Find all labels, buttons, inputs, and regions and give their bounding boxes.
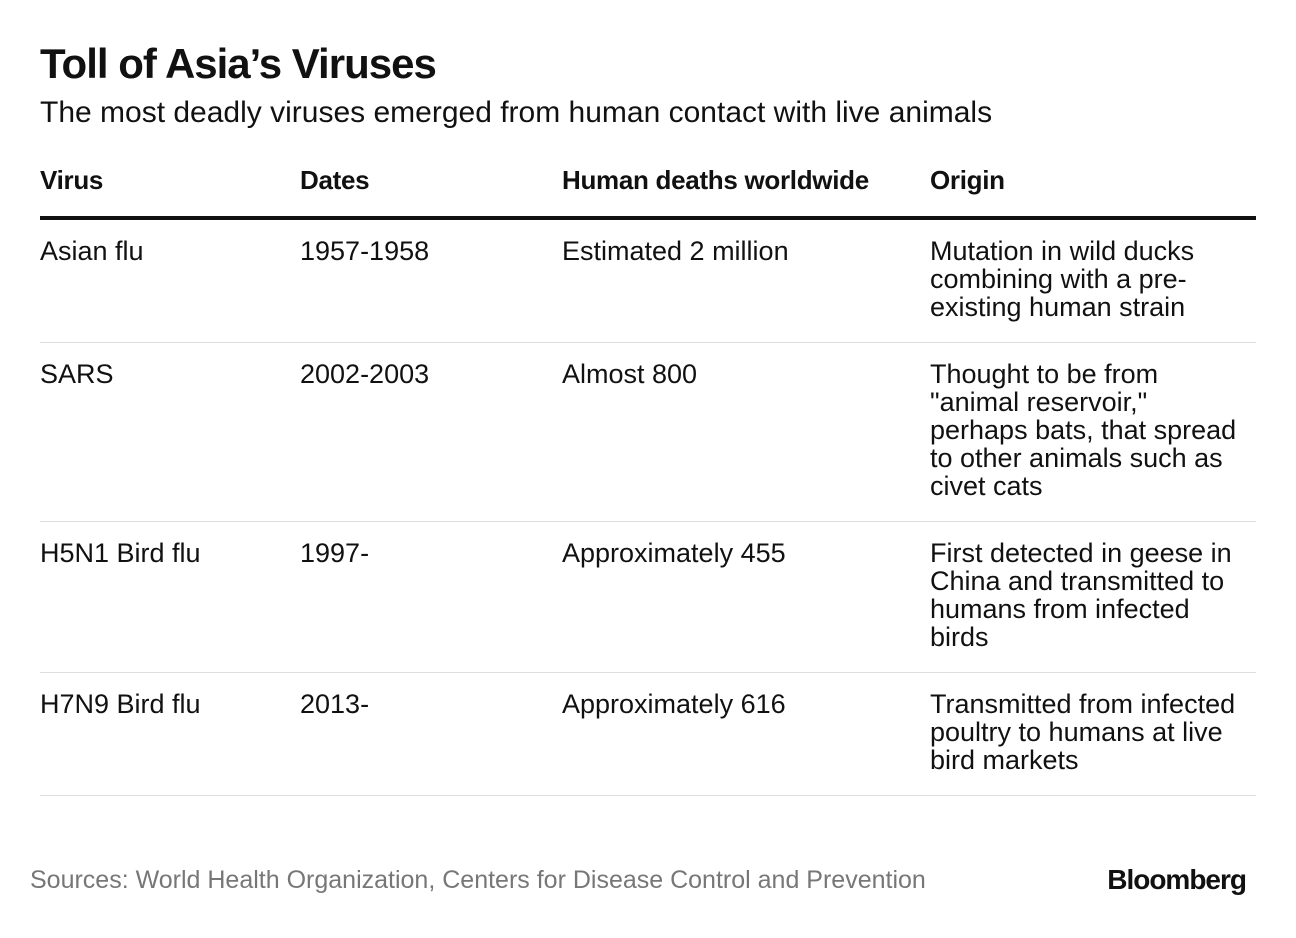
source: Sources: World Health Organization, Cent…: [30, 866, 926, 894]
table-cell: Almost 800: [562, 359, 698, 389]
header-row: Virus Dates Human deaths worldwide Origin: [40, 160, 1256, 220]
table-cell: 1957-1958: [300, 236, 430, 266]
table-cell: Mutation in wild ducks combining with a …: [930, 236, 1195, 322]
table-cell: Approximately 616: [562, 689, 786, 719]
column-header: Dates: [300, 165, 370, 195]
table-cell: 1997-: [300, 538, 370, 568]
column-header: Origin: [930, 165, 1005, 195]
table-cell: SARS: [40, 359, 114, 389]
table-row: Asian flu 1957-1958 Estimated 2 million Mut…: [40, 220, 1256, 343]
table-cell: First detected in geese in China and tra…: [930, 538, 1232, 652]
table-cell: Thought to be from "animal reservoir," p…: [930, 359, 1237, 501]
table-row: H5N1 Bird flu 1997- Approximately 455 First…: [40, 522, 1256, 673]
table-cell: H5N1 Bird flu: [40, 538, 201, 568]
column-header: Virus: [40, 165, 104, 195]
brand: Bloomberg: [1107, 864, 1247, 895]
table-cell: Estimated 2 million: [562, 236, 789, 266]
column-header: Human deaths worldwide: [562, 165, 869, 195]
table-cell: 2013-: [300, 689, 370, 719]
table-cell: H7N9 Bird flu: [40, 689, 201, 719]
table-cell: Approximately 455: [562, 538, 786, 568]
table: Virus Dates Human deaths worldwide Origin As…: [40, 160, 1256, 796]
table-cell: 2002-2003: [300, 359, 430, 389]
subtitle: The most deadly viruses emerged from hum…: [40, 96, 993, 129]
title: Toll of Asia’s Viruses: [40, 40, 437, 87]
table-cell: Asian flu: [40, 236, 144, 266]
table-row: SARS 2002-2003 Almost 800 Thought to be fro…: [40, 343, 1256, 522]
table-row: H7N9 Bird flu 2013- Approximately 616 Trans…: [40, 673, 1256, 796]
table-cell: Transmitted from infected poultry to hum…: [930, 689, 1236, 775]
